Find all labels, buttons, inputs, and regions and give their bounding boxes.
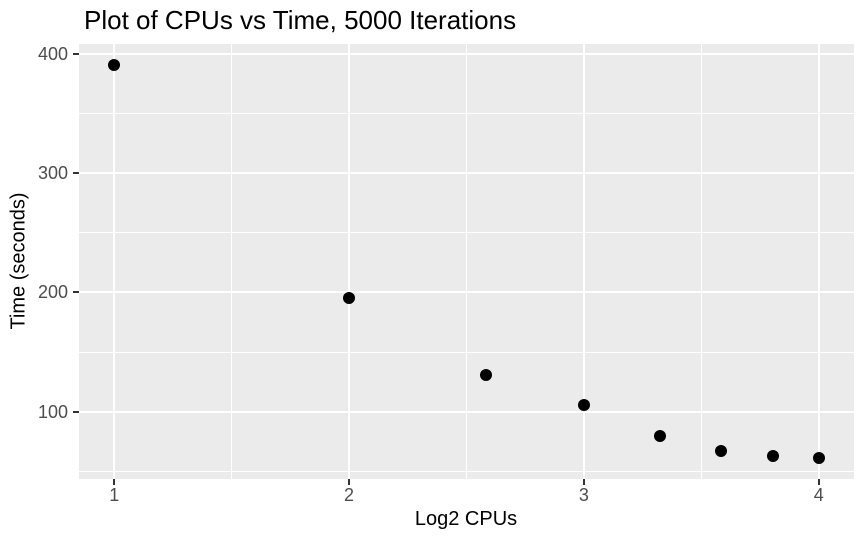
x-tick-label: 1 xyxy=(109,485,120,505)
gridline-vertical-minor xyxy=(700,44,702,479)
y-tick-mark xyxy=(73,53,79,56)
y-tick-mark xyxy=(73,291,79,294)
data-point xyxy=(767,449,780,462)
gridline-vertical-major xyxy=(817,44,820,479)
y-axis-title: Time (seconds) xyxy=(7,192,30,330)
data-point xyxy=(812,452,825,465)
x-tick-mark xyxy=(113,479,116,485)
data-point xyxy=(480,368,493,381)
chart-title: Plot of CPUs vs Time, 5000 Iterations xyxy=(84,5,517,35)
data-point xyxy=(108,58,121,71)
gridline-horizontal-major xyxy=(79,172,854,175)
gridline-vertical-major xyxy=(348,44,351,479)
gridline-horizontal-major xyxy=(79,410,854,413)
gridline-vertical-minor xyxy=(466,44,467,479)
x-tick-label: 2 xyxy=(344,485,355,505)
gridline-vertical-minor xyxy=(231,44,233,479)
y-tick-label: 400 xyxy=(37,44,68,65)
data-point xyxy=(577,398,590,411)
x-tick-label: 4 xyxy=(813,485,824,505)
x-tick-mark xyxy=(817,479,820,485)
y-tick-mark xyxy=(73,172,79,175)
y-tick-label: 200 xyxy=(37,282,68,303)
data-point xyxy=(343,292,356,305)
gridline-horizontal-major xyxy=(79,53,854,56)
y-tick-mark xyxy=(73,410,79,413)
y-tick-label: 100 xyxy=(37,401,68,422)
data-point xyxy=(715,444,728,457)
x-tick-mark xyxy=(348,479,351,485)
gridline-horizontal-major xyxy=(79,291,854,294)
x-tick-mark xyxy=(582,479,585,485)
plot-panel xyxy=(79,44,854,479)
x-tick-label: 3 xyxy=(578,485,589,505)
gridline-vertical-major xyxy=(582,44,585,479)
y-tick-label: 300 xyxy=(37,163,68,184)
x-axis-title: Log2 CPUs xyxy=(414,508,518,530)
gridline-vertical-major xyxy=(113,44,116,479)
data-point xyxy=(653,429,666,442)
